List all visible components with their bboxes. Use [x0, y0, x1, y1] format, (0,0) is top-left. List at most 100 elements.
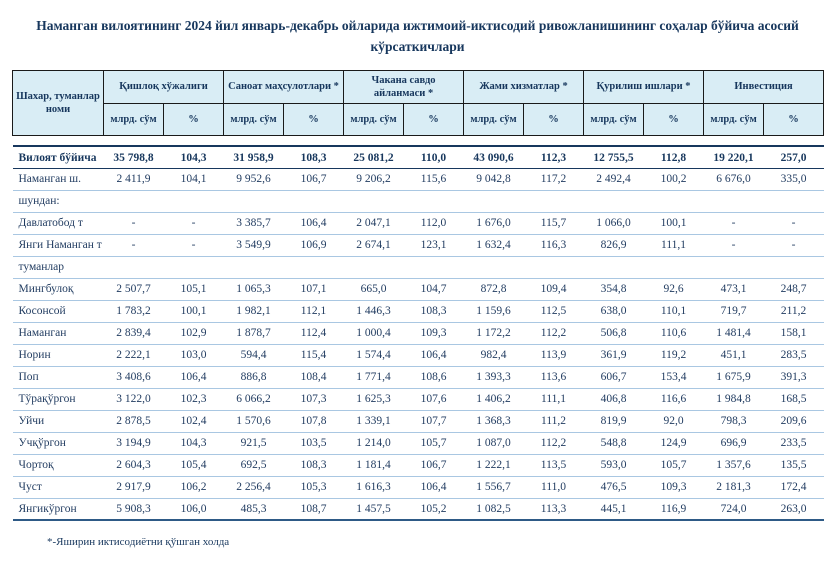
row-value: 109,3: [403, 322, 464, 345]
row-value: 476,5: [583, 476, 644, 499]
row-value: 112,4: [283, 322, 344, 345]
column-header-name: Шахар, туманлар номи: [12, 69, 104, 136]
row-value: 105,3: [283, 476, 344, 499]
row-value: [403, 256, 464, 279]
row-value: -: [703, 212, 764, 235]
row-value: 3 194,9: [103, 432, 164, 455]
table-row: Янги Наманган т--3 549,9 106,9 2 674,1 123,…: [12, 234, 824, 257]
row-value: 248,7: [763, 278, 824, 301]
table-row: Уйчи 2 878,5 102,4 1 570,6 107,8 1 339,1 107,7…: [12, 410, 824, 433]
row-value: 102,9: [163, 322, 224, 345]
row-value: 354,8: [583, 278, 644, 301]
row-value: 123,1: [403, 234, 464, 257]
row-value: [163, 190, 224, 213]
row-value: 119,2: [643, 344, 704, 367]
row-value: -: [103, 212, 164, 235]
row-value: -: [703, 234, 764, 257]
table-row: Чуст 2 917,9 106,2 2 256,4 105,3 1 616,3 106,4…: [12, 476, 824, 499]
row-value: 2 222,1: [103, 344, 164, 367]
row-value: 112,5: [523, 300, 584, 323]
row-value: 106,4: [403, 344, 464, 367]
row-value: 112,3: [523, 145, 584, 169]
row-value: 108,4: [283, 366, 344, 389]
header-row-units: млрд. сўм% млрд. сўм% млрд. сўм% млрд. сўм%…: [13, 102, 825, 136]
row-value: 111,1: [643, 234, 704, 257]
row-name: Чуст: [12, 476, 104, 499]
row-name: Норин: [12, 344, 104, 367]
row-value: [103, 256, 164, 279]
row-value: 1 570,6: [223, 410, 284, 433]
row-value: 1 632,4: [463, 234, 524, 257]
table-row: Учқўргон 3 194,9 104,3 921,5 103,5 1 214,0 105…: [12, 432, 824, 455]
row-value: 263,0: [763, 498, 824, 522]
row-value: 211,2: [763, 300, 824, 323]
row-value: 1 457,5: [343, 498, 404, 522]
row-value: 3 549,9: [223, 234, 284, 257]
row-name: Давлатобод т: [12, 212, 104, 235]
row-value: 692,5: [223, 454, 284, 477]
unit-header-amount: млрд. сўм: [463, 102, 525, 136]
row-value: 1 616,3: [343, 476, 404, 499]
row-value: [643, 256, 704, 279]
row-value: 102,4: [163, 410, 224, 433]
row-value: -: [103, 234, 164, 257]
unit-header-percent: %: [523, 102, 585, 136]
row-value: 406,8: [583, 388, 644, 411]
row-value: 108,7: [283, 498, 344, 522]
row-value: 2 917,9: [103, 476, 164, 499]
row-value: 112,2: [523, 432, 584, 455]
row-value: 19 220,1: [703, 145, 764, 169]
group-header-5: Инвестиция: [703, 69, 825, 104]
row-value: 606,7: [583, 366, 644, 389]
section-row: шундан:: [12, 190, 824, 213]
row-value: 2 674,1: [343, 234, 404, 257]
unit-header-percent: %: [163, 102, 224, 136]
row-value: 104,3: [163, 432, 224, 455]
row-value: 826,9: [583, 234, 644, 257]
row-value: 886,8: [223, 366, 284, 389]
unit-header-amount: млрд. сўм: [343, 102, 405, 136]
row-value: 593,0: [583, 454, 644, 477]
row-value: 719,7: [703, 300, 764, 323]
row-value: [763, 256, 824, 279]
row-value: 111,1: [523, 388, 584, 411]
row-value: -: [763, 234, 824, 257]
unit-header-amount: млрд. сўм: [583, 102, 645, 136]
row-value: 473,1: [703, 278, 764, 301]
row-value: 1 446,3: [343, 300, 404, 323]
row-value: 110,6: [643, 322, 704, 345]
table-row: Косонсой 1 783,2 100,1 1 982,1 112,1 1 446,3 1…: [12, 300, 824, 323]
row-value: 6 676,0: [703, 168, 764, 191]
table-row: Норин 2 222,1 103,0 594,4 115,4 1 574,4 106,4 9…: [12, 344, 824, 367]
row-value: 31 958,9: [223, 145, 284, 169]
row-value: 391,3: [763, 366, 824, 389]
row-value: 451,1: [703, 344, 764, 367]
group-header-3: Жами хизматлар *: [463, 69, 585, 104]
row-value: 104,3: [163, 145, 224, 169]
row-value: 1 082,5: [463, 498, 524, 522]
row-value: 100,1: [163, 300, 224, 323]
row-value: 106,7: [403, 454, 464, 477]
row-value: 798,3: [703, 410, 764, 433]
row-value: 107,8: [283, 410, 344, 433]
header-body-gap: [12, 135, 824, 147]
row-value: 115,6: [403, 168, 464, 191]
row-value: 2 839,4: [103, 322, 164, 345]
row-value: 106,0: [163, 498, 224, 522]
group-header-1: Саноат маҳсулотлари *: [222, 69, 345, 104]
row-value: 116,6: [643, 388, 704, 411]
group-header-4: Қурилиш ишлари *: [583, 69, 705, 104]
row-value: 110,1: [643, 300, 704, 323]
row-value: [283, 256, 344, 279]
row-name: Учқўргон: [12, 432, 104, 455]
row-value: 106,4: [283, 212, 344, 235]
row-value: [283, 190, 344, 213]
row-value: 6 066,2: [223, 388, 284, 411]
row-value: 108,6: [403, 366, 464, 389]
table-row: Чортоқ 2 604,3 105,4 692,5 108,3 1 181,4 106,7…: [12, 454, 824, 477]
row-name: Косонсой: [12, 300, 104, 323]
row-value: 819,9: [583, 410, 644, 433]
row-value: 1 066,0: [583, 212, 644, 235]
row-value: 2 604,3: [103, 454, 164, 477]
row-value: 113,3: [523, 498, 584, 522]
